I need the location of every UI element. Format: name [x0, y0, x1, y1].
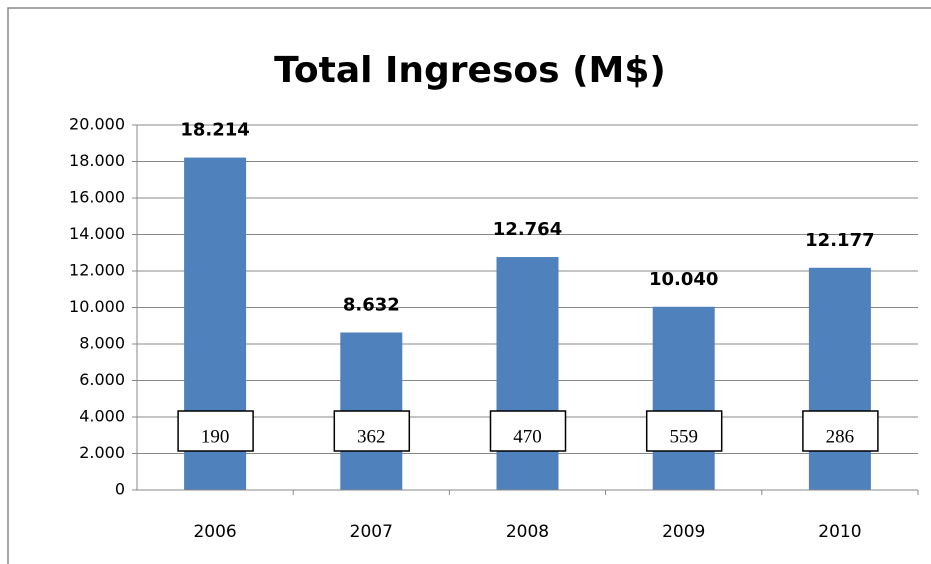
y-tick-label: 14.000 [69, 224, 125, 243]
annotation: 559 [669, 426, 698, 447]
y-tick-label: 0 [115, 480, 125, 499]
x-tick-label: 2007 [350, 522, 393, 542]
y-tick-label: 12.000 [69, 261, 125, 280]
annotation-box [645, 410, 723, 452]
bar [496, 257, 559, 490]
annotation: 362 [357, 426, 386, 447]
data-label: 8.632 [343, 294, 400, 315]
y-tick-label: 2.000 [79, 443, 125, 462]
annotation: 286 [826, 426, 855, 447]
annotation: 470 [513, 426, 542, 447]
y-tick-label: 20.000 [69, 115, 125, 134]
y-tick-label: 6.000 [79, 370, 125, 389]
data-label: 18.214 [180, 120, 249, 141]
annotation-box [802, 410, 879, 452]
x-tick-label: 2008 [506, 522, 549, 542]
y-tick-label: 4.000 [79, 407, 125, 426]
bar [808, 267, 871, 490]
data-label: 12.764 [493, 219, 562, 240]
y-tick-label: 8.000 [79, 334, 125, 353]
chart-frame [7, 7, 931, 564]
y-tick-label: 18.000 [69, 151, 125, 170]
data-label: 10.040 [649, 269, 718, 290]
chart-title: Total Ingresos (M$) [274, 50, 666, 91]
data-label: 12.177 [805, 230, 874, 251]
x-tick-label: 2009 [662, 522, 705, 542]
annotation: 190 [201, 426, 230, 447]
x-tick-label: 2006 [193, 522, 236, 542]
annotation-box [177, 410, 254, 452]
annotation-box [333, 410, 411, 452]
y-tick-label: 16.000 [69, 188, 125, 207]
bar [652, 306, 715, 490]
y-tick-label: 10.000 [69, 297, 125, 316]
annotation-box [489, 410, 567, 452]
x-tick-label: 2010 [818, 522, 861, 542]
